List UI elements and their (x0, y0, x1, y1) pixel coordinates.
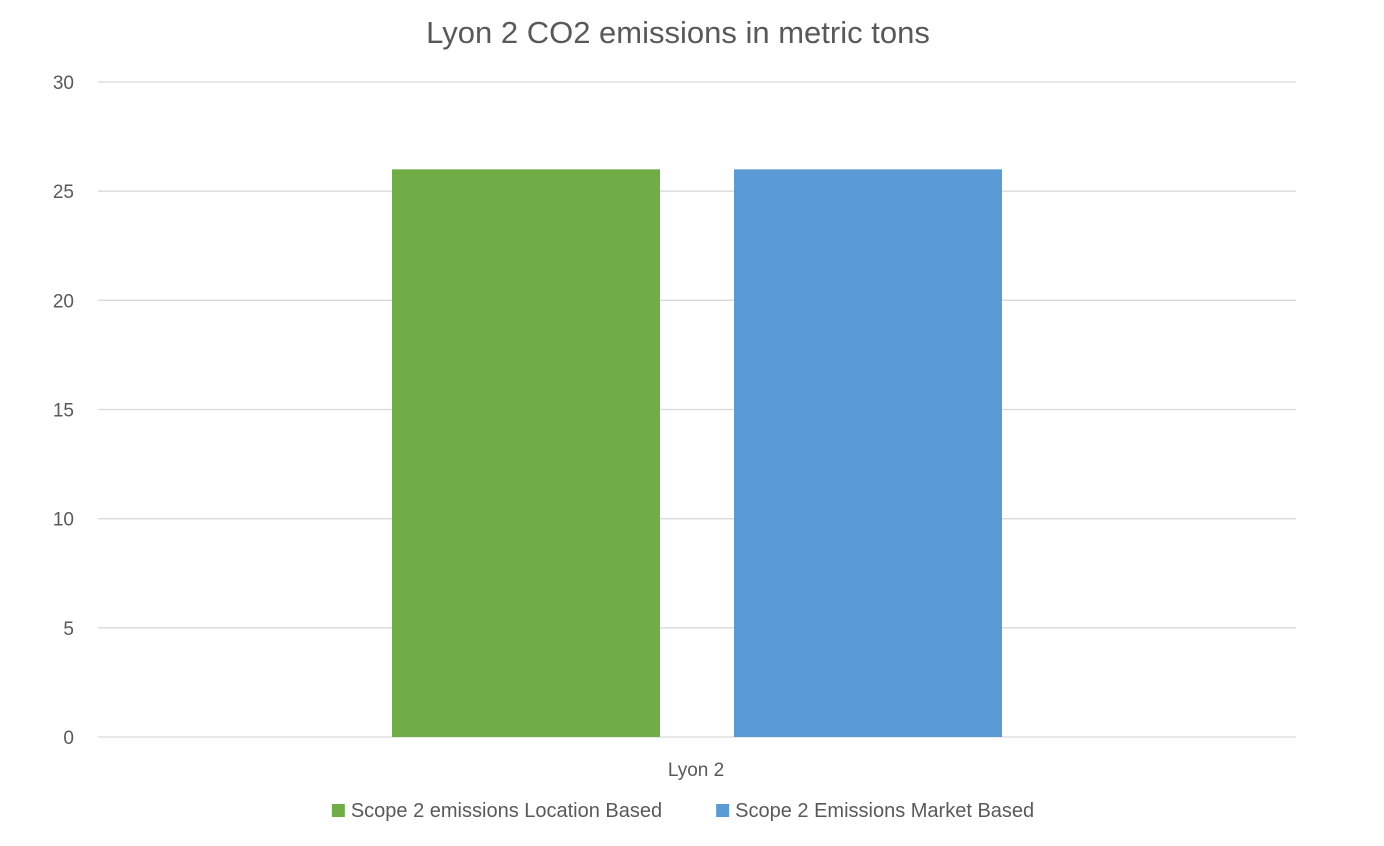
bar-market-based (734, 169, 1002, 738)
x-category-label: Lyon 2 (668, 760, 724, 781)
chart-title: Lyon 2 CO2 emissions in metric tons (426, 15, 930, 50)
legend-item-location-based: Scope 2 emissions Location Based (331, 800, 662, 822)
legend-item-market-based: Scope 2 Emissions Market Based (716, 800, 1034, 822)
bar-location-based (392, 169, 660, 738)
y-tick-label: 25 (53, 182, 74, 203)
y-tick-label: 20 (53, 291, 74, 312)
legend-swatch (331, 804, 345, 817)
x-axis-categories: Lyon 2 (668, 760, 724, 781)
y-axis-ticks: 0 5 10 15 20 25 30 (53, 73, 74, 749)
y-tick-label: 30 (53, 73, 74, 94)
legend: Scope 2 emissions Location Based Scope 2 … (331, 800, 1034, 822)
y-tick-label: 10 (53, 510, 74, 531)
legend-label: Scope 2 emissions Location Based (351, 800, 662, 822)
legend-label: Scope 2 Emissions Market Based (735, 800, 1034, 822)
y-tick-label: 0 (63, 728, 74, 749)
gridlines (98, 81, 1296, 738)
y-tick-label: 5 (63, 619, 74, 640)
legend-swatch (716, 804, 730, 817)
bars (392, 169, 1002, 738)
y-tick-label: 15 (53, 401, 74, 422)
